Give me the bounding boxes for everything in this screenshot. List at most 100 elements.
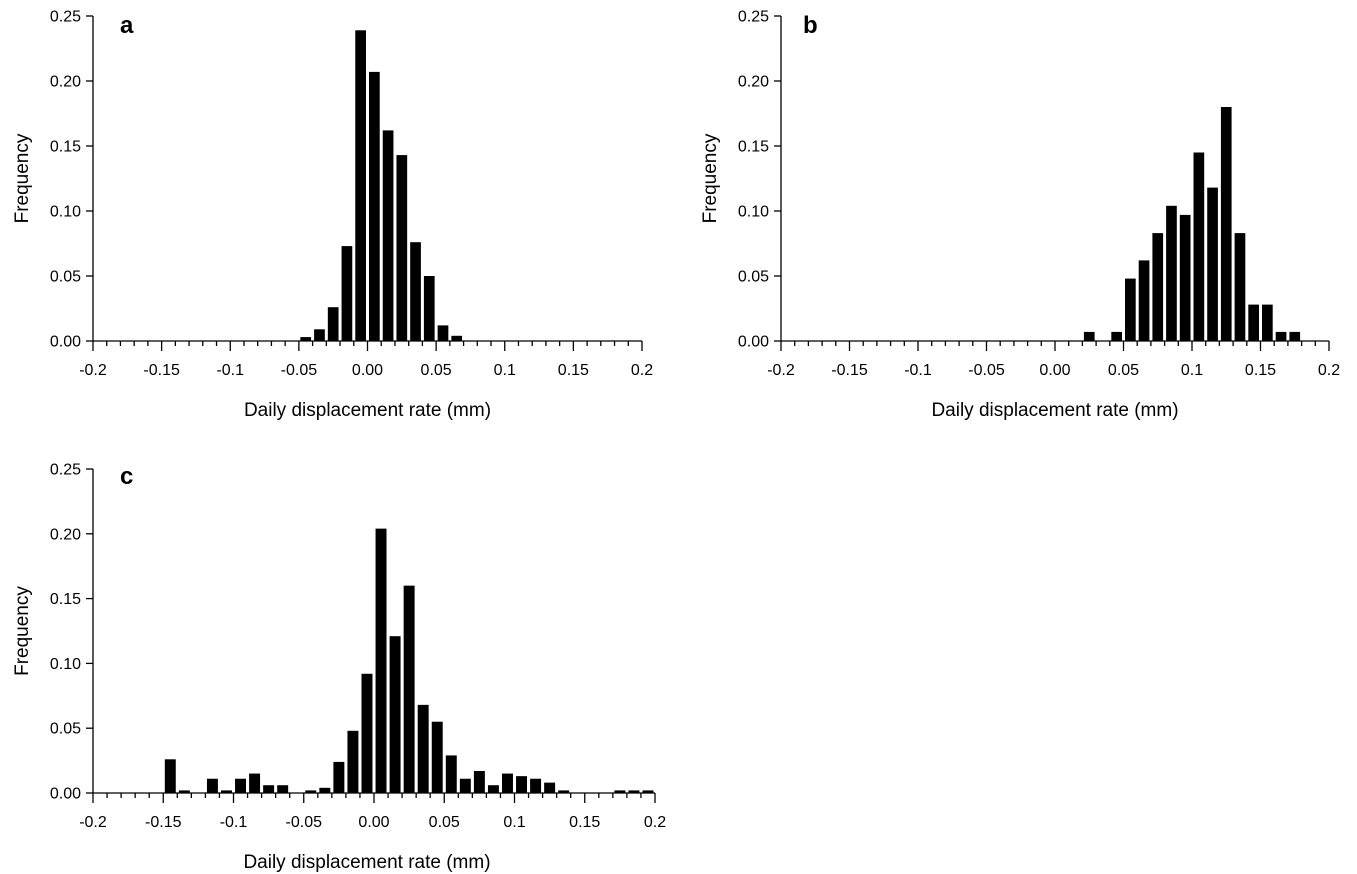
x-tick-label: 0.15 — [1245, 362, 1276, 379]
histogram-bar — [1220, 107, 1232, 341]
histogram-bar — [502, 773, 513, 793]
histogram-bar — [459, 778, 471, 793]
histogram-bar — [473, 770, 485, 793]
histogram-bar — [341, 246, 353, 341]
x-tick-label: -0.15 — [145, 814, 182, 831]
x-tick-label: 0.15 — [558, 362, 589, 379]
histogram-bar — [319, 787, 331, 793]
x-tick-label: -0.2 — [79, 814, 107, 831]
histogram-bar — [382, 130, 394, 341]
y-tick-label: 0.15 — [738, 139, 769, 156]
x-tick-label: 0.2 — [644, 814, 666, 831]
y-tick-label: 0.00 — [50, 334, 81, 351]
x-tick-label: -0.05 — [281, 362, 318, 379]
y-tick-label: 0.05 — [50, 721, 81, 738]
y-tick-label: 0.10 — [50, 656, 81, 673]
histogram-bar — [642, 790, 654, 793]
y-tick-label: 0.25 — [50, 9, 81, 26]
x-tick-label: 0.2 — [631, 362, 653, 379]
x-tick-label: -0.1 — [904, 362, 932, 379]
panel-label: b — [803, 12, 818, 39]
x-tick-label: 0.2 — [1318, 362, 1340, 379]
chart-panel-c: 0.00 0.05 0.10 0.15 0.20 0.25 -0.2 -0.15 -0.1 -0.… — [12, 462, 666, 874]
x-tick-label: -0.1 — [216, 362, 244, 379]
x-tick-label: -0.1 — [220, 814, 248, 831]
histogram-bar — [327, 307, 339, 341]
histogram-bar — [369, 71, 380, 342]
y-tick-label: 0.20 — [50, 74, 81, 91]
histogram-bar — [1234, 233, 1246, 341]
histogram-bar — [361, 673, 373, 793]
histogram-bar — [423, 276, 435, 341]
x-axis-title: Daily displacement rate (mm) — [244, 400, 491, 421]
histogram-bar — [396, 155, 408, 341]
y-axis-title: Frequency — [12, 586, 33, 676]
histogram-bar — [1083, 331, 1095, 341]
histogram-bar — [558, 790, 570, 793]
histogram-bar — [410, 242, 421, 341]
x-axis-title: Daily displacement rate (mm) — [243, 852, 490, 873]
panel-label: c — [120, 463, 133, 490]
histogram-bar — [437, 325, 449, 341]
y-tick-label: 0.00 — [50, 786, 81, 803]
x-tick-label: 0.1 — [503, 814, 525, 831]
y-tick-label: 0.15 — [50, 591, 81, 608]
x-tick-label: 0.1 — [494, 362, 516, 379]
histogram-bar — [263, 785, 275, 793]
histogram-bar — [1179, 214, 1191, 341]
histogram-bar — [375, 528, 387, 793]
histogram-bar — [487, 785, 499, 793]
histogram-bar — [1138, 260, 1150, 341]
histogram-bar — [403, 585, 415, 793]
x-tick-label: 0.00 — [352, 362, 383, 379]
histogram-bar — [347, 730, 359, 793]
histogram-bar — [628, 790, 640, 793]
panel-label: a — [120, 12, 134, 39]
y-tick-label: 0.00 — [738, 334, 769, 351]
histogram-bar — [305, 790, 317, 793]
x-tick-label: 0.05 — [1108, 362, 1139, 379]
histogram-bar — [1152, 233, 1164, 341]
histogram-bar — [277, 785, 289, 793]
histogram-bar — [530, 778, 542, 793]
y-tick-label: 0.05 — [738, 269, 769, 286]
histogram-bar — [1193, 152, 1205, 341]
histogram-bar — [1166, 205, 1177, 341]
x-tick-label: -0.15 — [143, 362, 180, 379]
histogram-bar — [1262, 304, 1273, 341]
histogram-bar — [1207, 187, 1218, 341]
histogram-bar — [206, 778, 218, 793]
x-tick-label: 0.05 — [429, 814, 460, 831]
histogram-bar — [1125, 278, 1136, 341]
histogram-bar — [1275, 331, 1287, 341]
histogram-bar — [178, 790, 190, 793]
y-tick-label: 0.20 — [738, 74, 769, 91]
histogram-bar — [417, 704, 429, 793]
x-tick-label: -0.2 — [79, 362, 107, 379]
y-tick-label: 0.15 — [50, 139, 81, 156]
chart-panel-a: 0.00 0.05 0.10 0.15 0.20 0.25 -0.2 -0.15 -0.1 -0.… — [12, 9, 653, 422]
chart-panel-b: 0.00 0.05 0.10 0.15 0.20 0.25 -0.2 -0.15 -0.1 -0.… — [700, 9, 1340, 422]
histogram-bar — [333, 761, 345, 793]
histogram-bar — [300, 337, 312, 341]
histogram-bar — [164, 759, 176, 793]
x-tick-label: -0.05 — [286, 814, 323, 831]
y-axis-title: Frequency — [700, 133, 721, 223]
y-tick-label: 0.25 — [50, 462, 81, 479]
histogram-bar — [431, 721, 443, 793]
histogram-bar — [389, 636, 401, 793]
y-tick-label: 0.20 — [50, 526, 81, 543]
histogram-bar — [314, 329, 325, 341]
histogram-bar — [1111, 331, 1122, 341]
histogram-bar — [451, 335, 463, 341]
y-tick-label: 0.10 — [50, 204, 81, 221]
x-tick-label: -0.2 — [767, 362, 795, 379]
x-tick-label: 0.05 — [421, 362, 452, 379]
y-axis-title: Frequency — [12, 133, 33, 223]
y-tick-label: 0.25 — [738, 9, 769, 26]
x-tick-label: 0.00 — [1039, 362, 1070, 379]
histogram-bar — [544, 782, 556, 793]
histogram-bar — [516, 776, 528, 793]
x-tick-label: -0.15 — [831, 362, 868, 379]
histogram-bar — [355, 30, 366, 342]
